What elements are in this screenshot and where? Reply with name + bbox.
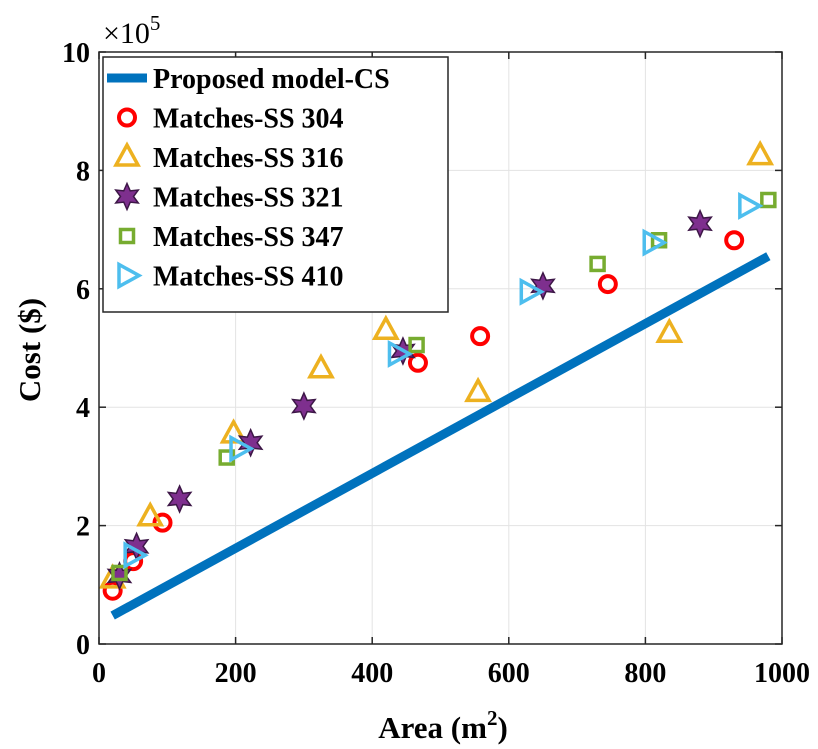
legend-item: Proposed model-CS bbox=[107, 64, 390, 95]
data-point bbox=[371, 314, 400, 340]
data-point bbox=[597, 274, 618, 295]
legend-label: Matches-SS 316 bbox=[153, 143, 344, 174]
legend: Proposed model-CS Matches-SS 304 Matches-S… bbox=[102, 56, 449, 313]
series-layer bbox=[98, 139, 777, 620]
data-point bbox=[229, 434, 255, 463]
y-tick-label: 0 bbox=[76, 630, 90, 661]
data-point bbox=[408, 336, 425, 354]
data-point bbox=[111, 564, 128, 582]
x-axis-label: Area (m2) bbox=[378, 706, 508, 745]
data-point bbox=[746, 139, 775, 166]
data-point bbox=[307, 353, 335, 379]
legend-item: Matches-SS 316 bbox=[113, 141, 344, 174]
data-point bbox=[407, 352, 428, 373]
legend-item: Matches-SS 347 bbox=[118, 222, 344, 253]
ticks: 0 200 400 600 800 1000 0 2 4 6 8 10 bbox=[62, 38, 810, 689]
legend-label: Matches-SS 347 bbox=[153, 222, 344, 253]
data-point bbox=[106, 561, 133, 591]
data-point bbox=[166, 484, 193, 514]
data-point bbox=[519, 277, 545, 306]
legend-marker bbox=[117, 107, 137, 128]
data-point bbox=[464, 376, 493, 403]
data-point bbox=[724, 230, 745, 251]
data-point bbox=[291, 391, 317, 421]
y-axis-label: Cost ($) bbox=[12, 298, 47, 402]
data-point bbox=[123, 541, 149, 570]
data-point bbox=[102, 580, 123, 601]
legend-item: Matches-SS 321 bbox=[114, 181, 344, 214]
data-point bbox=[760, 191, 777, 209]
data-point bbox=[655, 317, 684, 343]
x-tick-label: 800 bbox=[624, 658, 666, 689]
series-5 bbox=[123, 191, 764, 570]
x-tick-label: 400 bbox=[351, 658, 393, 689]
data-point bbox=[470, 326, 491, 347]
legend-marker bbox=[118, 227, 136, 245]
y-tick-label: 10 bbox=[62, 38, 90, 69]
data-point bbox=[136, 501, 165, 527]
y-tick-label: 8 bbox=[76, 156, 90, 187]
data-point bbox=[237, 427, 264, 458]
legend-label: Matches-SS 410 bbox=[153, 262, 344, 293]
x-tick-label: 1000 bbox=[754, 658, 810, 689]
data-point bbox=[738, 191, 764, 220]
series-0 bbox=[110, 252, 771, 620]
legend-item: Matches-SS 304 bbox=[117, 104, 344, 135]
legend-marker bbox=[117, 261, 143, 290]
legend-label: Matches-SS 321 bbox=[153, 183, 344, 214]
data-point bbox=[687, 208, 713, 239]
data-point bbox=[152, 512, 173, 533]
axes-box bbox=[98, 51, 783, 645]
data-point bbox=[642, 228, 668, 257]
y-tick-label: 4 bbox=[76, 393, 90, 424]
legend-label: Proposed model-CS bbox=[153, 64, 390, 95]
y-multiplier: ×105 bbox=[103, 11, 160, 50]
data-point bbox=[589, 255, 606, 273]
x-tick-label: 600 bbox=[488, 658, 530, 689]
legend-label: Matches-SS 304 bbox=[153, 104, 344, 135]
legend-marker bbox=[113, 141, 141, 167]
x-tick-label: 200 bbox=[215, 658, 257, 689]
data-point bbox=[219, 418, 248, 444]
series-3 bbox=[106, 208, 713, 591]
y-tick-label: 6 bbox=[76, 275, 90, 306]
series-line bbox=[110, 252, 771, 620]
x-tick-label: 0 bbox=[92, 658, 106, 689]
data-point bbox=[387, 339, 414, 368]
y-tick-label: 2 bbox=[76, 512, 90, 543]
legend-box bbox=[102, 56, 449, 313]
legend-item: Matches-SS 410 bbox=[117, 261, 344, 293]
data-point bbox=[530, 270, 556, 301]
legend-marker bbox=[114, 181, 140, 212]
